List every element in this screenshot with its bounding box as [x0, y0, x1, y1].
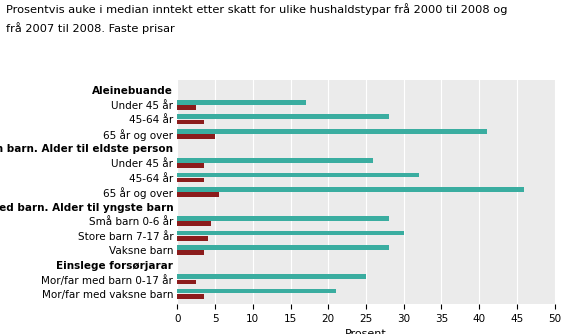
Bar [177, 120, 204, 124]
Text: Prosentvis auke i median inntekt etter skatt for ulike hushaldstypar frå 2000 ti: Prosentvis auke i median inntekt etter s… [6, 3, 507, 15]
Bar [177, 100, 306, 105]
Bar [177, 245, 388, 250]
Bar [177, 187, 524, 192]
Bar [177, 231, 404, 235]
Text: frå 2007 til 2008. Faste prisar: frå 2007 til 2008. Faste prisar [6, 22, 175, 34]
Bar [177, 274, 366, 279]
Bar [177, 221, 211, 226]
Bar [177, 173, 419, 177]
Bar [177, 129, 486, 134]
Bar [177, 294, 204, 299]
X-axis label: Prosent: Prosent [345, 329, 387, 334]
Bar [177, 250, 204, 255]
Bar [177, 158, 373, 163]
Bar [177, 216, 388, 221]
Bar [177, 289, 336, 294]
Bar [177, 115, 388, 119]
Bar [177, 192, 219, 197]
Bar [177, 105, 196, 110]
Bar [177, 178, 204, 182]
Bar [177, 163, 204, 168]
Bar [177, 280, 196, 284]
Bar [177, 236, 208, 240]
Bar [177, 134, 215, 139]
